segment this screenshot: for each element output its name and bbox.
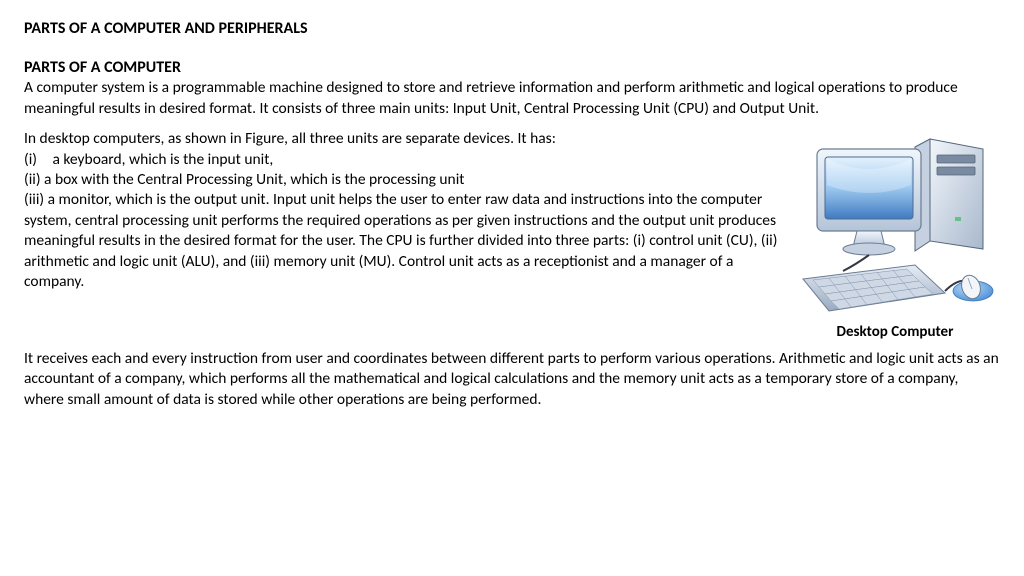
content-row: In desktop computers, as shown in Figure… xyxy=(24,129,1000,343)
mid-line: In desktop computers, as shown in Figure… xyxy=(24,129,782,149)
computer-tower-icon xyxy=(915,139,983,251)
computer-monitor-icon xyxy=(817,149,921,255)
figure-column: Desktop Computer xyxy=(790,129,1000,343)
desktop-computer-illustration xyxy=(795,129,995,319)
section-heading: PARTS OF A COMPUTER xyxy=(24,57,1000,78)
intro-paragraph: A computer system is a programmable mach… xyxy=(24,78,1000,119)
mid-line: (iii) a monitor, which is the output uni… xyxy=(24,190,782,292)
computer-mouse-icon xyxy=(953,273,993,302)
computer-keyboard-icon xyxy=(803,265,945,311)
page-title: PARTS OF A COMPUTER AND PERIPHERALS xyxy=(24,18,1000,39)
mid-line: (i) a keyboard, which is the input unit, xyxy=(24,150,782,170)
bottom-paragraph: It receives each and every instruction f… xyxy=(24,349,1000,410)
mid-line: (ii) a box with the Central Processing U… xyxy=(24,170,782,190)
figure-caption: Desktop Computer xyxy=(837,323,954,343)
mid-text-block: In desktop computers, as shown in Figure… xyxy=(24,129,782,293)
